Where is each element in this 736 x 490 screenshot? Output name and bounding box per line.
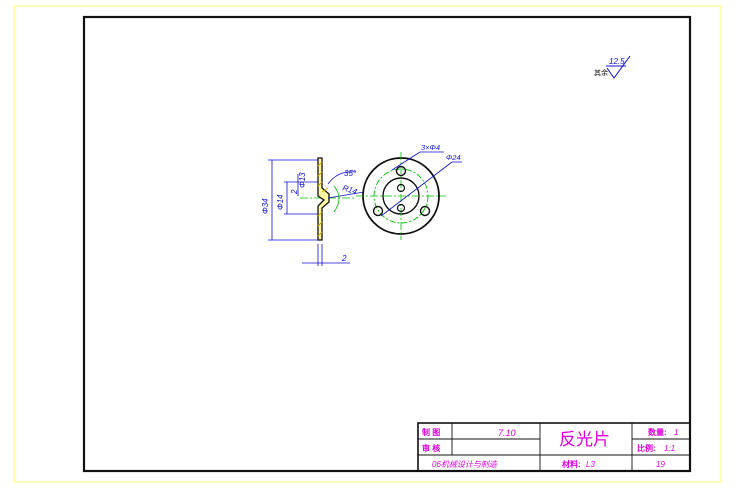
hole-top (395, 165, 407, 177)
surface-finish-value: 12.5 (609, 57, 625, 66)
hole-center-a (396, 183, 406, 193)
scale-label: 比例: (637, 443, 656, 453)
material-value: L3 (586, 460, 595, 469)
part-section (317, 157, 330, 241)
dim-radius: R14 (341, 183, 358, 196)
drawn-date: 7.10 (498, 428, 516, 438)
hole-right (419, 205, 431, 217)
roughness-mark-icon (606, 55, 631, 79)
quantity-value: 1 (674, 428, 678, 437)
dim-step-dia: Φ13 (298, 172, 307, 188)
title-block-frame (417, 422, 691, 472)
surface-finish-note: 其余 (594, 68, 608, 77)
paper-border (13, 5, 722, 483)
drawing-frame (82, 15, 692, 473)
material-label: 材料: (562, 459, 581, 469)
dim-bolt-circle: Φ24 (446, 153, 461, 162)
front-view: 3×Φ4 Φ24 (356, 143, 462, 240)
surface-finish-symbol: 其余 12.5 (594, 55, 631, 79)
quantity-label: 数量: (648, 427, 667, 437)
dim-outer-dia: Φ34 (261, 198, 270, 214)
school-name: 06机械设计与制造 (432, 460, 498, 469)
radius-arc (333, 185, 340, 213)
dim-angle: 35° (344, 169, 357, 178)
title-block: 制 图 7.10 审 核 反光片 数量: 1 比例: 1:1 06机械设计与制造… (417, 422, 691, 472)
scale-value: 1:1 (664, 444, 675, 453)
side-view: Φ34 Φ14 Φ13 2 35° R14 2 (261, 157, 365, 266)
dim-hole-pattern: 3×Φ4 (421, 143, 440, 152)
dim-step-depth: 2 (290, 189, 299, 195)
angle-arc (327, 171, 357, 185)
drawn-label: 制 图 (422, 427, 440, 437)
dim-thickness: 2 (341, 254, 347, 263)
hole-leader (391, 151, 421, 171)
hole-center-b (396, 203, 406, 213)
checked-label: 审 核 (422, 443, 440, 453)
radius-leader (327, 191, 365, 199)
bolt-leader (380, 161, 453, 217)
sheet-number: 19 (656, 460, 665, 469)
hatch-lines (317, 161, 329, 237)
dim-inner-dia: Φ14 (276, 194, 285, 210)
hole-left (372, 205, 384, 217)
part-name: 反光片 (559, 430, 610, 449)
